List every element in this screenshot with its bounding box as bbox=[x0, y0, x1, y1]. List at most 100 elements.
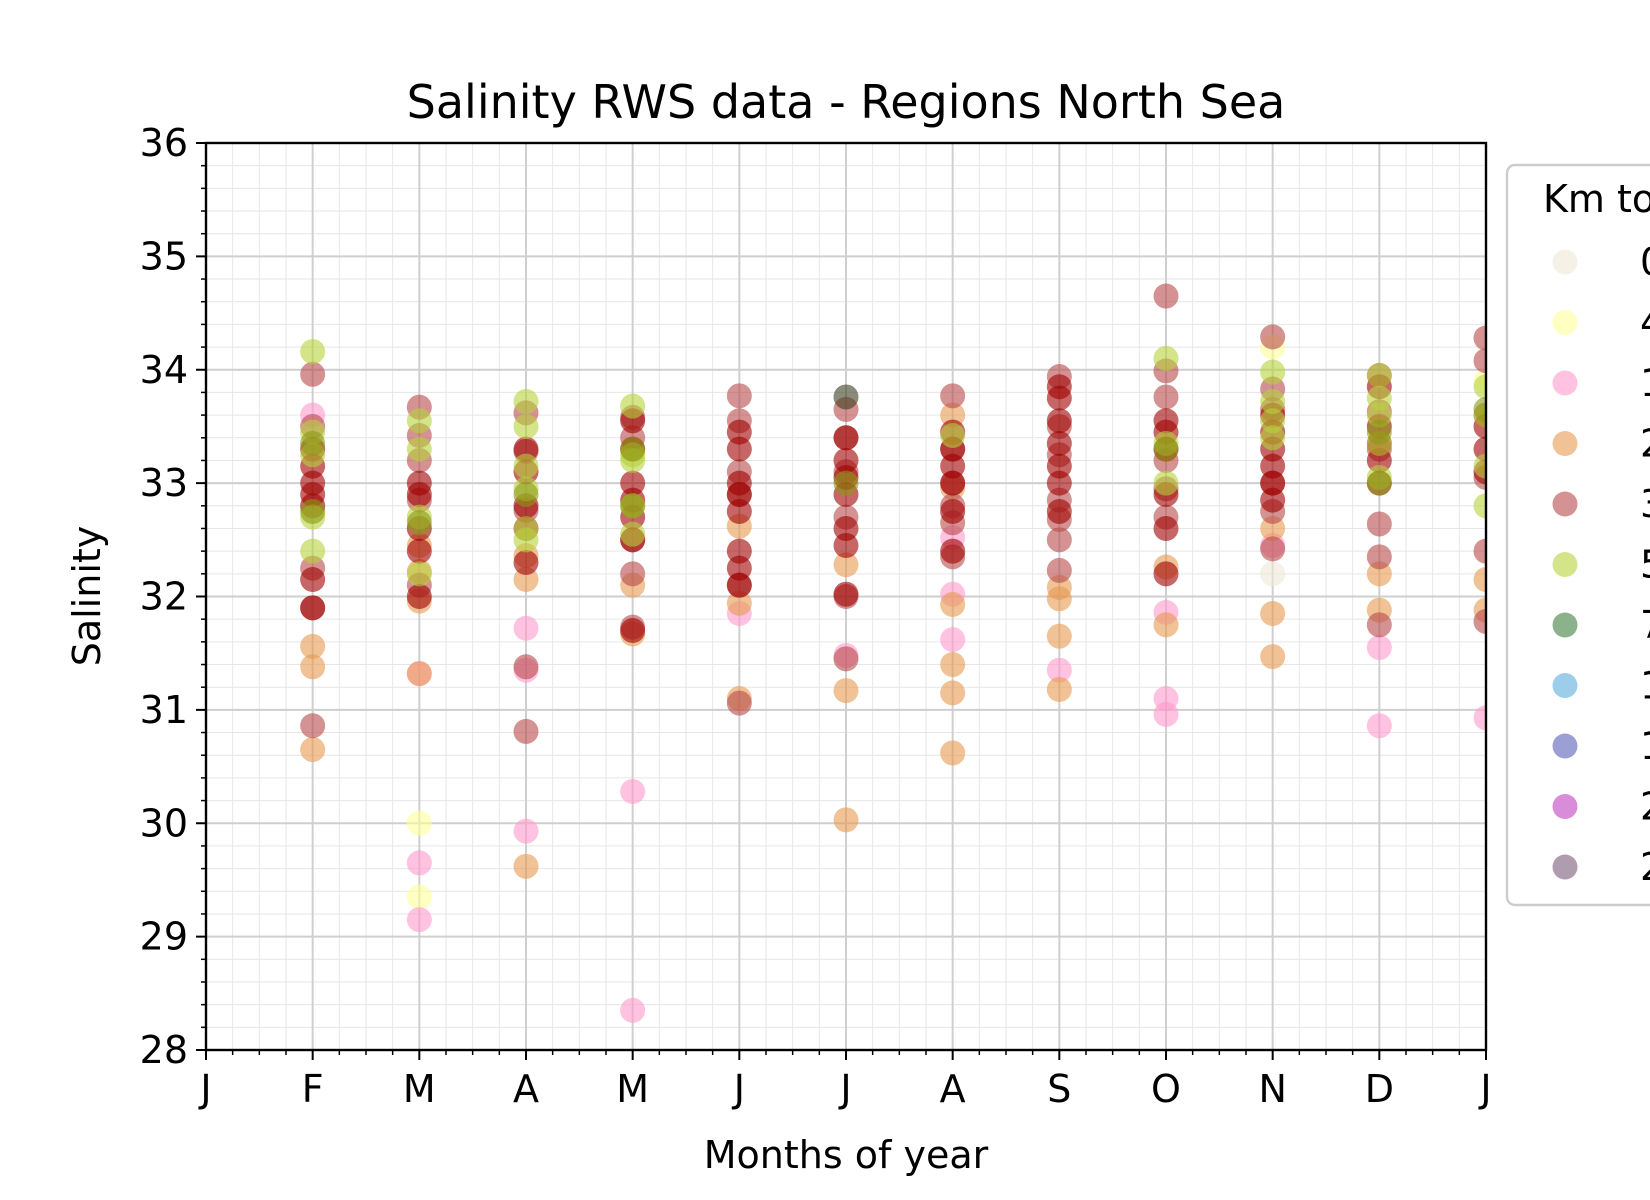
data-point bbox=[513, 453, 539, 479]
legend-label: 1 bbox=[1640, 724, 1650, 768]
data-point bbox=[620, 393, 646, 419]
data-point bbox=[513, 615, 539, 641]
data-point bbox=[513, 413, 539, 439]
data-point bbox=[1260, 561, 1286, 587]
data-point bbox=[833, 678, 859, 704]
data-point bbox=[726, 498, 752, 524]
data-point bbox=[513, 654, 539, 680]
data-point bbox=[620, 561, 646, 587]
data-point bbox=[1046, 527, 1072, 553]
data-point bbox=[726, 572, 752, 598]
x-tick-label: N bbox=[1258, 1067, 1286, 1111]
data-point bbox=[1260, 324, 1286, 350]
data-point bbox=[513, 527, 539, 553]
data-point bbox=[1473, 705, 1486, 731]
x-tick-label: A bbox=[940, 1067, 966, 1111]
x-tick-label: O bbox=[1151, 1067, 1181, 1111]
data-point bbox=[1153, 612, 1179, 638]
legend-box bbox=[1505, 163, 1650, 907]
data-point bbox=[1473, 566, 1486, 592]
y-axis-label: Salinity bbox=[65, 526, 109, 667]
data-point bbox=[406, 561, 432, 587]
data-point bbox=[1046, 557, 1072, 583]
data-point bbox=[1260, 359, 1286, 385]
data-point bbox=[1366, 419, 1392, 445]
data-point bbox=[1473, 453, 1486, 479]
data-point bbox=[620, 997, 646, 1023]
data-point bbox=[833, 384, 859, 410]
legend-label: 1 bbox=[1640, 361, 1650, 405]
data-point bbox=[1366, 511, 1392, 537]
data-point bbox=[300, 595, 326, 621]
data-point bbox=[1046, 498, 1072, 524]
data-point bbox=[1473, 348, 1486, 374]
x-tick-label: A bbox=[513, 1067, 539, 1111]
data-point bbox=[513, 481, 539, 507]
data-point bbox=[1260, 536, 1286, 562]
data-point bbox=[833, 552, 859, 578]
data-point bbox=[1473, 538, 1486, 564]
data-point bbox=[1366, 635, 1392, 661]
data-point bbox=[1366, 544, 1392, 570]
data-point bbox=[1046, 623, 1072, 649]
data-point bbox=[1260, 487, 1286, 513]
data-point bbox=[1260, 425, 1286, 451]
data-point bbox=[940, 538, 966, 564]
data-point bbox=[1260, 644, 1286, 670]
data-point bbox=[300, 737, 326, 763]
data-point bbox=[513, 388, 539, 414]
legend-marker bbox=[1552, 491, 1578, 517]
y-tick-label: 32 bbox=[140, 575, 188, 619]
data-point bbox=[833, 807, 859, 833]
data-point bbox=[300, 498, 326, 524]
y-tick-label: 35 bbox=[140, 234, 188, 278]
data-point bbox=[1366, 713, 1392, 739]
data-point bbox=[1366, 470, 1392, 496]
data-point bbox=[833, 425, 859, 451]
x-tick-label: D bbox=[1365, 1067, 1394, 1111]
data-point bbox=[300, 538, 326, 564]
legend-marker bbox=[1552, 854, 1578, 880]
data-point bbox=[406, 661, 432, 687]
legend-marker bbox=[1552, 794, 1578, 819]
data-point bbox=[940, 740, 966, 766]
y-tick-label: 29 bbox=[140, 915, 188, 959]
legend-label: 3 bbox=[1640, 482, 1650, 526]
data-point bbox=[513, 818, 539, 844]
data-point bbox=[726, 436, 752, 462]
data-point bbox=[513, 718, 539, 744]
data-point bbox=[406, 884, 432, 910]
legend-label: 4 bbox=[1640, 301, 1650, 345]
legend-marker bbox=[1552, 552, 1578, 577]
data-point bbox=[940, 627, 966, 653]
x-tick-label: S bbox=[1047, 1067, 1071, 1111]
data-point bbox=[1046, 470, 1072, 496]
x-axis-label: Months of year bbox=[704, 1133, 989, 1177]
data-point bbox=[620, 436, 646, 462]
data-point bbox=[300, 566, 326, 592]
y-tick-label: 34 bbox=[140, 348, 188, 392]
data-point bbox=[406, 810, 432, 836]
data-point bbox=[1046, 676, 1072, 702]
x-tick-label: M bbox=[403, 1067, 436, 1111]
data-point bbox=[300, 430, 326, 456]
data-point bbox=[300, 361, 326, 387]
legend-label: 5 bbox=[1640, 543, 1650, 587]
y-tick-label: 30 bbox=[140, 801, 188, 845]
x-tick-label: M bbox=[616, 1067, 649, 1111]
y-tick-label: 28 bbox=[140, 1028, 188, 1072]
data-point bbox=[833, 646, 859, 672]
data-point bbox=[1473, 396, 1486, 422]
data-point bbox=[406, 538, 432, 564]
data-point bbox=[833, 470, 859, 496]
data-point bbox=[940, 652, 966, 678]
data-point bbox=[1153, 515, 1179, 541]
data-point bbox=[726, 690, 752, 716]
data-point bbox=[300, 339, 326, 365]
legend-marker bbox=[1552, 249, 1578, 275]
x-tick-label: J bbox=[732, 1067, 745, 1111]
data-point bbox=[1046, 586, 1072, 612]
data-point bbox=[406, 436, 432, 462]
legend-marker bbox=[1552, 310, 1578, 335]
